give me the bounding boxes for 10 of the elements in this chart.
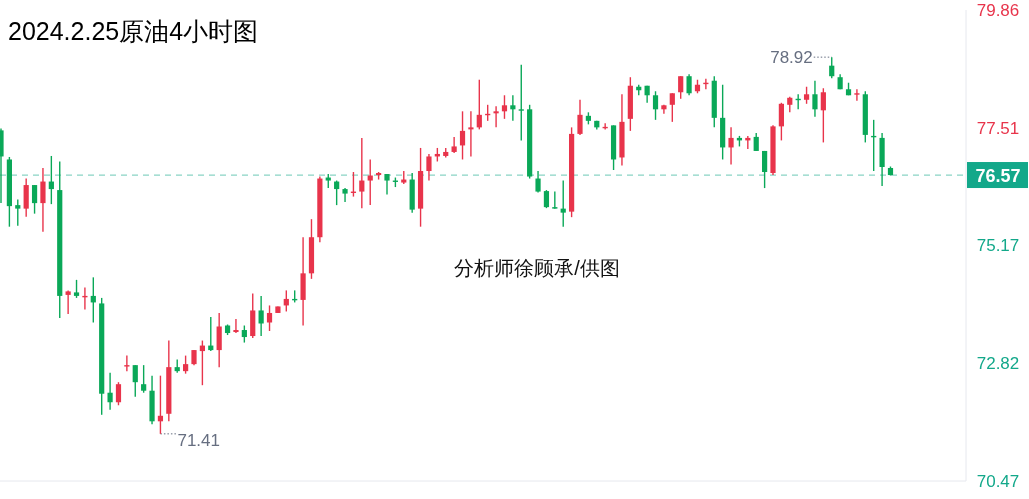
y-tick-label: 70.47 xyxy=(976,472,1020,491)
chart-title: 2024.2.25原油4小时图 xyxy=(8,17,259,45)
y-tick-label: 77.51 xyxy=(976,118,1020,138)
y-tick-label: 75.17 xyxy=(976,236,1020,256)
annotation: 78.92 xyxy=(770,48,813,68)
y-tick-label: 79.86 xyxy=(976,1,1020,20)
annotation: 分析师徐顾承/供图 xyxy=(454,257,620,279)
ref-line-label: 76.57 xyxy=(975,166,1021,187)
annotation: 71.41 xyxy=(177,430,220,450)
y-tick-label: 72.82 xyxy=(976,354,1020,374)
